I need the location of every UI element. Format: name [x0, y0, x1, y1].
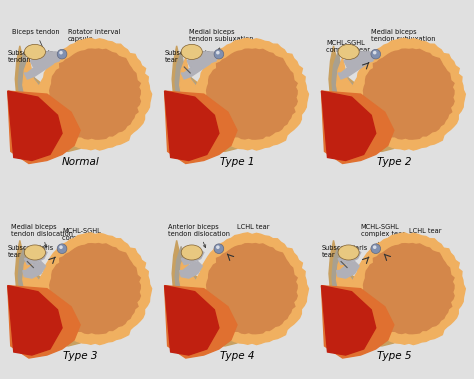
Polygon shape: [39, 38, 152, 150]
Polygon shape: [353, 38, 465, 150]
Polygon shape: [23, 252, 71, 335]
Polygon shape: [164, 286, 219, 355]
Ellipse shape: [338, 44, 359, 60]
Polygon shape: [175, 246, 234, 341]
Text: Type 4: Type 4: [220, 351, 254, 361]
Polygon shape: [187, 52, 219, 67]
Text: Normal: Normal: [61, 157, 99, 166]
Polygon shape: [329, 240, 397, 346]
Text: Subscapularis
tendon: Subscapularis tendon: [8, 50, 54, 69]
Polygon shape: [164, 91, 219, 160]
Text: Medial biceps
tendon subluxation: Medial biceps tendon subluxation: [189, 29, 253, 51]
Circle shape: [214, 49, 224, 59]
Polygon shape: [180, 58, 228, 141]
Ellipse shape: [181, 245, 202, 260]
Polygon shape: [172, 46, 240, 152]
Ellipse shape: [24, 44, 46, 60]
Circle shape: [59, 245, 63, 249]
Text: Subscapularis
tear: Subscapularis tear: [8, 245, 54, 264]
Polygon shape: [24, 249, 47, 265]
Polygon shape: [363, 244, 454, 334]
Polygon shape: [321, 286, 376, 355]
Polygon shape: [363, 49, 454, 139]
Polygon shape: [353, 233, 465, 345]
Text: Anterior biceps
tendon dislocation: Anterior biceps tendon dislocation: [168, 224, 229, 247]
Polygon shape: [196, 233, 309, 345]
Circle shape: [216, 51, 219, 55]
Text: Medial biceps
tendon subluxation: Medial biceps tendon subluxation: [371, 29, 436, 49]
Polygon shape: [338, 249, 361, 265]
Text: MCHL-SGHL
complex tear: MCHL-SGHL complex tear: [326, 40, 370, 57]
Polygon shape: [164, 286, 237, 358]
Circle shape: [373, 51, 376, 55]
Circle shape: [57, 244, 67, 254]
Text: Medial biceps
tendon dislocation: Medial biceps tendon dislocation: [11, 224, 73, 247]
Polygon shape: [8, 286, 80, 358]
Polygon shape: [15, 46, 83, 152]
Polygon shape: [181, 249, 204, 265]
Polygon shape: [337, 252, 385, 335]
Polygon shape: [207, 244, 297, 334]
Polygon shape: [337, 58, 385, 141]
Polygon shape: [8, 91, 62, 160]
Polygon shape: [332, 52, 391, 147]
Polygon shape: [338, 58, 371, 79]
Polygon shape: [344, 52, 376, 67]
Text: Type 2: Type 2: [377, 157, 411, 166]
Ellipse shape: [24, 245, 46, 260]
Polygon shape: [23, 262, 46, 278]
Polygon shape: [50, 49, 140, 139]
Polygon shape: [18, 52, 77, 147]
Text: Type 3: Type 3: [63, 351, 97, 361]
Circle shape: [371, 244, 381, 254]
Ellipse shape: [181, 44, 202, 60]
Text: Biceps tendon: Biceps tendon: [12, 29, 60, 55]
Text: Type 5: Type 5: [377, 351, 411, 361]
Polygon shape: [8, 91, 80, 163]
Text: LCHL tear: LCHL tear: [400, 228, 441, 246]
Ellipse shape: [338, 245, 359, 260]
Polygon shape: [50, 244, 140, 334]
Polygon shape: [332, 246, 391, 341]
Polygon shape: [207, 49, 297, 139]
Circle shape: [373, 245, 376, 249]
Polygon shape: [181, 58, 214, 79]
Circle shape: [57, 49, 67, 59]
Polygon shape: [329, 46, 397, 152]
Polygon shape: [321, 286, 394, 358]
Text: MCHL-SGHL
complex tear: MCHL-SGHL complex tear: [62, 228, 106, 250]
Polygon shape: [164, 91, 237, 163]
Text: Subscapularis
tear: Subscapularis tear: [164, 50, 211, 69]
Text: Rotator interval
capsule: Rotator interval capsule: [68, 29, 120, 53]
Circle shape: [371, 49, 381, 59]
Text: LCHL tear: LCHL tear: [237, 224, 270, 244]
Polygon shape: [321, 91, 394, 163]
Polygon shape: [180, 262, 202, 278]
Polygon shape: [321, 91, 376, 160]
Text: MCHL-SGHL
complex tear: MCHL-SGHL complex tear: [361, 224, 405, 247]
Circle shape: [214, 244, 224, 254]
Text: Type 1: Type 1: [220, 157, 254, 166]
Text: Subscapularis
tear: Subscapularis tear: [321, 245, 368, 264]
Polygon shape: [24, 58, 57, 79]
Polygon shape: [30, 52, 62, 67]
Circle shape: [59, 51, 63, 55]
Polygon shape: [180, 252, 228, 335]
Polygon shape: [337, 262, 359, 278]
Polygon shape: [15, 240, 83, 346]
Polygon shape: [23, 58, 71, 141]
Polygon shape: [18, 246, 77, 341]
Polygon shape: [172, 240, 240, 346]
Circle shape: [216, 245, 219, 249]
Polygon shape: [175, 52, 234, 147]
Polygon shape: [8, 286, 62, 355]
Polygon shape: [39, 233, 152, 345]
Polygon shape: [196, 38, 309, 150]
